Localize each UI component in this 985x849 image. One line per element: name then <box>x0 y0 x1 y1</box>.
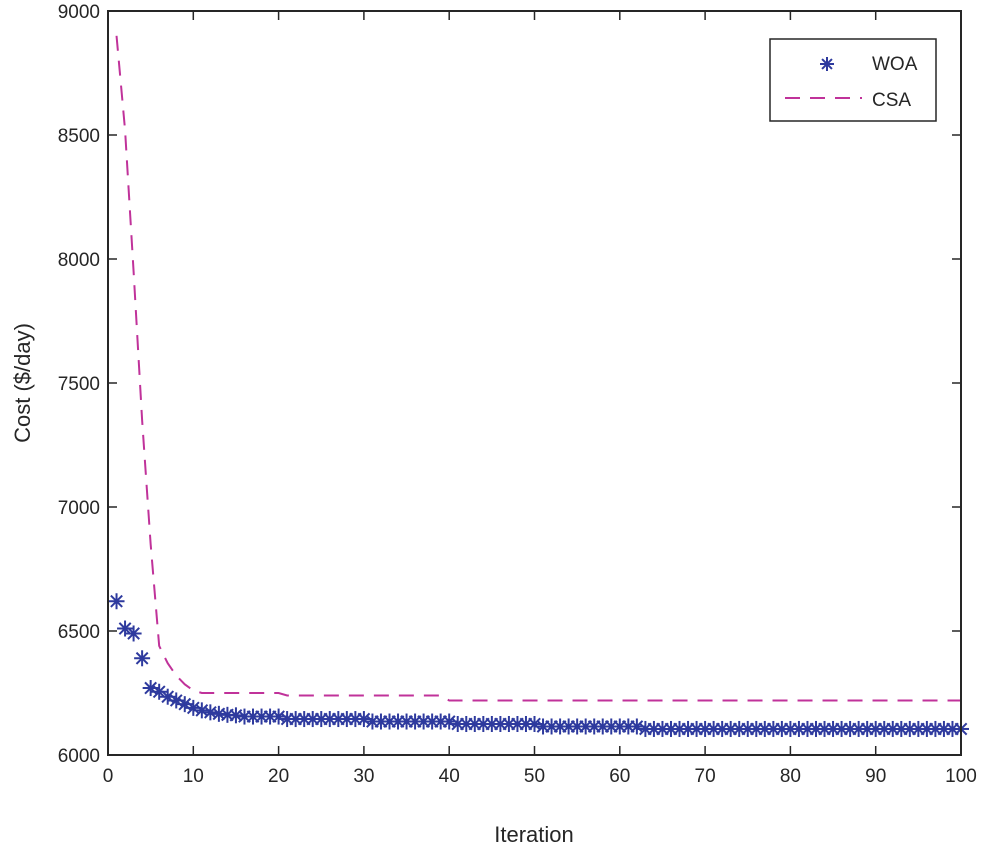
x-tick-label: 10 <box>183 766 204 787</box>
x-tick-label: 40 <box>439 766 460 787</box>
x-axis-label: Iteration <box>494 822 574 847</box>
y-tick-label: 6000 <box>58 746 100 767</box>
legend-box <box>769 38 937 122</box>
data-point-woa <box>108 593 125 610</box>
series-markers-woa <box>108 593 969 737</box>
x-tick-label: 60 <box>609 766 630 787</box>
series-line-csa <box>115 35 961 702</box>
y-tick-label: 9000 <box>58 2 100 23</box>
data-point-woa <box>125 625 142 642</box>
y-tick-label: 7500 <box>58 374 100 395</box>
series-layer <box>108 35 969 737</box>
legend-label-csa: CSA <box>872 90 911 111</box>
data-point-woa <box>227 707 244 724</box>
data-point-woa <box>748 720 765 737</box>
legend-label-woa: WOA <box>872 54 918 75</box>
data-point-woa <box>151 683 168 700</box>
x-tick-label: 50 <box>524 766 545 787</box>
legend-woa-marker-icon <box>820 57 834 71</box>
data-point-woa <box>441 713 458 730</box>
x-tick-label: 100 <box>945 766 977 787</box>
data-point-woa <box>134 650 151 667</box>
y-tick-label: 8000 <box>58 250 100 271</box>
y-tick-label: 8500 <box>58 126 100 147</box>
x-tick-label: 20 <box>268 766 289 787</box>
x-tick-label: 90 <box>865 766 886 787</box>
y-axis-label: Cost ($/day) <box>10 323 35 443</box>
data-point-woa <box>117 620 134 637</box>
woa-marker <box>820 57 834 71</box>
plot-area-border <box>107 10 962 756</box>
x-tick-label: 30 <box>353 766 374 787</box>
x-tick-label: 70 <box>695 766 716 787</box>
legend: WOA CSA <box>769 38 937 122</box>
y-tick-label: 7000 <box>58 498 100 519</box>
x-tick-label: 0 <box>103 766 114 787</box>
x-tick-label: 80 <box>780 766 801 787</box>
y-tick-label: 6500 <box>58 622 100 643</box>
